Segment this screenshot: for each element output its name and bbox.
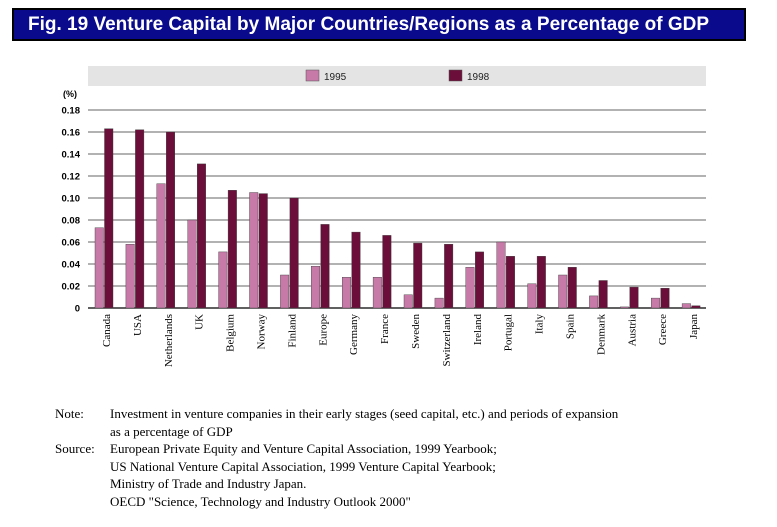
bar-switzerland-1998 <box>444 243 454 309</box>
legend-swatch-1995 <box>305 69 320 82</box>
source-text: European Private Equity and Venture Capi… <box>110 440 755 510</box>
x-tick-label-portugal: Portugal <box>503 314 515 351</box>
x-tick-label-germany: Germany <box>348 314 360 355</box>
bar-france-1995 <box>372 276 382 309</box>
x-tick-label-greece: Greece <box>657 314 669 345</box>
source-line-4: OECD "Science, Technology and Industry O… <box>110 493 411 509</box>
bar-canada-1995 <box>94 227 104 309</box>
x-tick-label-austria: Austria <box>626 314 638 347</box>
bar-portugal-1998 <box>506 256 515 309</box>
source-line-3: Ministry of Trade and Industry Japan. <box>110 476 307 491</box>
legend-swatch-1998 <box>448 69 463 82</box>
x-tick-label-uk: UK <box>194 314 206 330</box>
x-tick-label-canada: Canada <box>101 314 113 347</box>
bar-uk-1998 <box>196 163 206 309</box>
bar-spain-1998 <box>567 267 577 309</box>
y-tick-label: 0.08 <box>62 216 81 227</box>
bar-austria-1998 <box>629 286 639 309</box>
bar-usa-1995 <box>125 243 135 309</box>
bar-ireland-1995 <box>465 267 475 309</box>
x-tick-label-norway: Norway <box>256 314 268 350</box>
x-tick-label-spain: Spain <box>565 314 577 340</box>
bar-finland-1995 <box>280 274 290 309</box>
venture-capital-bar-chart: 1995 1998 (%) 0 0.02 0.04 0.06 0.08 0.10 0.12 0.14… <box>62 66 706 367</box>
bar-europe-1995 <box>311 265 320 309</box>
x-tick-label-finland: Finland <box>286 314 298 348</box>
x-tick-label-europe: Europe <box>317 314 329 346</box>
y-tick-label: 0 <box>75 304 80 315</box>
bar-greece-1998 <box>660 287 670 309</box>
x-tick-label-denmark: Denmark <box>595 314 607 355</box>
x-tick-label-usa: USA <box>132 314 144 336</box>
y-unit-label: (%) <box>63 89 77 99</box>
bar-netherlands-1998 <box>166 131 176 309</box>
y-tick-label: 0.06 <box>62 238 81 249</box>
x-tick-label-switzerland: Switzerland <box>441 314 453 367</box>
x-tick-label-sweden: Sweden <box>410 314 422 349</box>
x-tick-label-netherlands: Netherlands <box>163 314 175 367</box>
bar-belgium-1995 <box>218 251 228 309</box>
figure-title: Fig. 19 Venture Capital by Major Countri… <box>12 8 746 41</box>
bar-switzerland-1995 <box>434 297 444 309</box>
bar-germany-1995 <box>342 276 351 309</box>
bar-germany-1998 <box>351 231 361 309</box>
note-line-1: Investment in venture companies in their… <box>110 406 619 421</box>
x-tick-label-japan: Japan <box>688 314 700 340</box>
bar-norway-1995 <box>249 192 259 309</box>
source-line-2: US National Venture Capital Association,… <box>110 458 496 474</box>
bar-austria-1995 <box>620 306 629 309</box>
bar-canada-1998 <box>104 128 114 309</box>
bar-finland-1998 <box>289 197 299 309</box>
bar-usa-1998 <box>135 129 145 309</box>
source-line-1: European Private Equity and Venture Capi… <box>110 441 497 456</box>
bar-italy-1995 <box>527 283 537 309</box>
bar-japan-1998 <box>691 305 701 309</box>
y-tick-label: 0.04 <box>62 260 81 271</box>
bar-japan-1995 <box>681 303 691 309</box>
bar-uk-1995 <box>187 219 197 309</box>
bar-ireland-1998 <box>475 251 484 309</box>
bar-belgium-1998 <box>227 190 237 309</box>
bar-netherlands-1995 <box>156 183 166 309</box>
legend-label-1995: 1995 <box>324 72 347 83</box>
note-label: Note: <box>55 406 84 421</box>
notes-section: Note: Investment in venture companies in… <box>55 405 755 510</box>
note-line-2: as a percentage of GDP <box>110 423 233 439</box>
y-tick-label: 0.02 <box>62 282 81 293</box>
bar-france-1998 <box>382 235 392 309</box>
source-label: Source: <box>55 441 95 456</box>
note-text: Investment in venture companies in their… <box>110 405 755 440</box>
source-row: Source: European Private Equity and Vent… <box>55 440 755 510</box>
bar-norway-1998 <box>258 193 268 309</box>
bar-greece-1995 <box>651 297 660 309</box>
bar-sweden-1995 <box>403 294 413 309</box>
legend-label-1998: 1998 <box>467 72 490 83</box>
y-tick-label: 0.10 <box>62 194 81 205</box>
bar-portugal-1995 <box>496 241 506 309</box>
y-tick-label: 0.12 <box>62 172 81 183</box>
x-tick-label-belgium: Belgium <box>225 314 237 352</box>
y-tick-label: 0.14 <box>62 150 81 161</box>
bar-italy-1998 <box>536 256 546 309</box>
x-tick-label-france: France <box>379 314 391 344</box>
bar-denmark-1998 <box>598 280 608 309</box>
bar-sweden-1998 <box>413 242 423 309</box>
bar-denmark-1995 <box>589 295 599 309</box>
bar-europe-1998 <box>320 224 330 309</box>
legend-band <box>88 66 706 86</box>
bar-spain-1995 <box>558 274 568 309</box>
x-tick-label-ireland: Ireland <box>472 314 484 346</box>
x-tick-label-italy: Italy <box>534 314 546 335</box>
y-tick-label: 0.16 <box>62 128 81 139</box>
note-row: Note: Investment in venture companies in… <box>55 405 755 440</box>
y-tick-label: 0.18 <box>62 106 81 117</box>
